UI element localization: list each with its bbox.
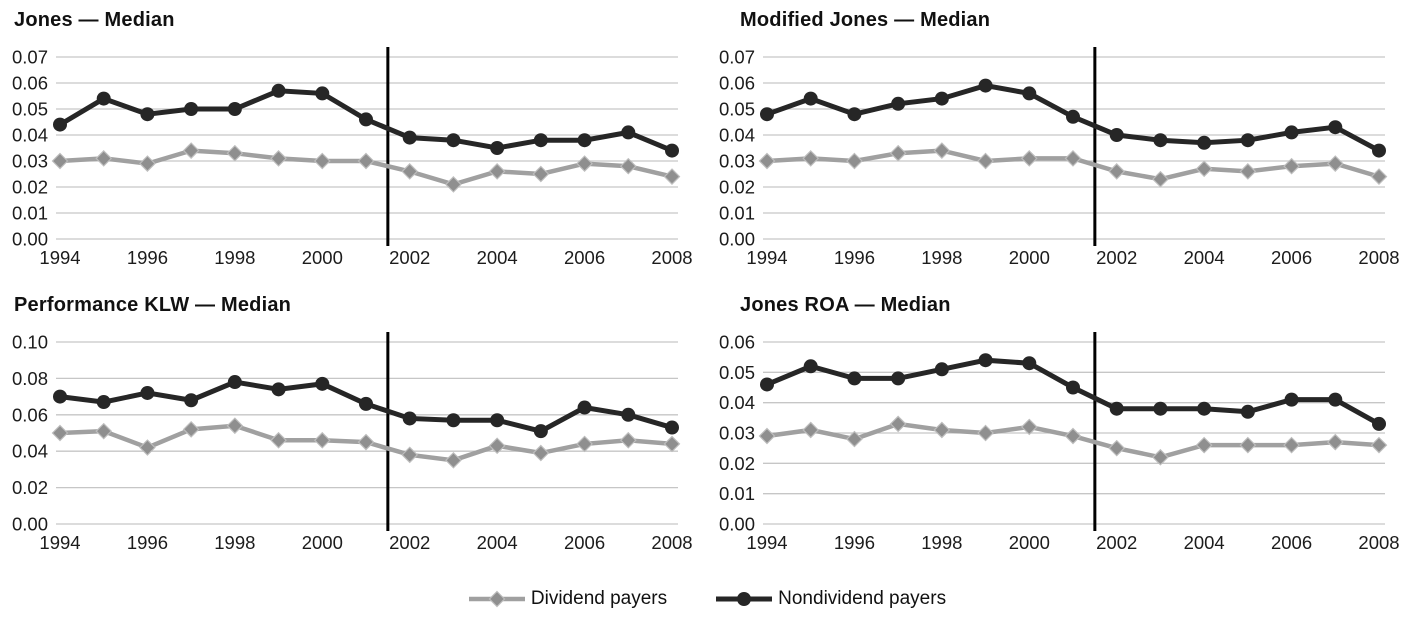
chart-legend: Dividend payers Nondividend payers <box>0 570 1414 627</box>
svg-text:2006: 2006 <box>1271 532 1312 553</box>
svg-text:2006: 2006 <box>1271 247 1312 268</box>
svg-text:0.06: 0.06 <box>12 404 48 425</box>
svg-text:0.02: 0.02 <box>12 477 48 498</box>
svg-text:0.05: 0.05 <box>719 99 755 120</box>
modified-jones-median-chart: 0.00 0.01 0.02 0.03 0.04 0.05 0.06 0.07 1994 1996… <box>719 47 1400 269</box>
legend-label-dividend-payers: Dividend payers <box>530 587 668 609</box>
svg-text:2004: 2004 <box>477 532 518 553</box>
svg-text:0.10: 0.10 <box>12 332 48 353</box>
svg-text:2000: 2000 <box>1009 247 1050 268</box>
svg-text:0.08: 0.08 <box>12 368 48 389</box>
svg-text:1998: 1998 <box>214 247 255 268</box>
svg-text:2002: 2002 <box>389 532 430 553</box>
svg-text:0.04: 0.04 <box>12 125 48 146</box>
svg-text:0.03: 0.03 <box>12 151 48 172</box>
svg-text:0.00: 0.00 <box>719 514 755 535</box>
svg-text:2008: 2008 <box>1358 247 1399 268</box>
svg-text:2000: 2000 <box>1009 532 1050 553</box>
chart-title-modified-jones: Modified Jones — Median <box>740 9 991 31</box>
svg-text:0.02: 0.02 <box>719 177 755 198</box>
svg-text:0.04: 0.04 <box>719 125 755 146</box>
svg-text:2002: 2002 <box>1096 532 1137 553</box>
nondividend-payers-line-circle-icon <box>716 591 773 606</box>
svg-text:2002: 2002 <box>389 247 430 268</box>
svg-text:1996: 1996 <box>834 247 875 268</box>
svg-text:0.03: 0.03 <box>719 151 755 172</box>
svg-text:1994: 1994 <box>39 247 80 268</box>
svg-text:2008: 2008 <box>651 532 692 553</box>
chart-panel-modified-jones: Modified Jones — Median 0.00 0.01 0.02 0.03… <box>707 0 1414 285</box>
svg-text:0.00: 0.00 <box>12 514 48 535</box>
svg-text:2000: 2000 <box>302 532 343 553</box>
svg-text:0.05: 0.05 <box>12 99 48 120</box>
svg-text:0.02: 0.02 <box>12 177 48 198</box>
svg-text:1998: 1998 <box>214 532 255 553</box>
jones-roa-median-chart: 0.00 0.01 0.02 0.03 0.04 0.05 0.06 1994 1996 1998… <box>719 332 1400 554</box>
svg-text:0.06: 0.06 <box>12 73 48 94</box>
svg-text:0.00: 0.00 <box>719 229 755 250</box>
jones-median-chart: 0.00 0.01 0.02 0.03 0.04 0.05 0.06 0.07 1994 1996… <box>12 47 693 269</box>
svg-text:0.03: 0.03 <box>719 423 755 444</box>
svg-text:2004: 2004 <box>1184 247 1225 268</box>
svg-text:0.04: 0.04 <box>719 392 755 413</box>
svg-text:2000: 2000 <box>302 247 343 268</box>
svg-text:1998: 1998 <box>921 532 962 553</box>
chart-panel-jones-roa: Jones ROA — Median 0.00 0.01 0.02 0.03 0.04 0… <box>707 285 1414 570</box>
svg-text:0.00: 0.00 <box>12 229 48 250</box>
chart-title-jones: Jones — Median <box>14 9 175 31</box>
performance-klw-median-chart: 0.00 0.02 0.04 0.06 0.08 0.10 1994 1996 1998 2000… <box>12 332 693 554</box>
svg-text:1994: 1994 <box>39 532 80 553</box>
dividend-payers-line-diamond-icon <box>468 590 525 607</box>
svg-text:1996: 1996 <box>127 532 168 553</box>
charts-grid: Jones — Median 0.00 0.01 0.02 0.03 0.04 0.05 0… <box>0 0 1414 570</box>
chart-panel-jones: Jones — Median 0.00 0.01 0.02 0.03 0.04 0.05 0… <box>0 0 707 285</box>
svg-text:0.07: 0.07 <box>719 47 755 68</box>
svg-text:2008: 2008 <box>1358 532 1399 553</box>
svg-text:2006: 2006 <box>564 247 605 268</box>
legend-label-nondividend-payers: Nondividend payers <box>778 587 947 609</box>
svg-text:2004: 2004 <box>1184 532 1225 553</box>
svg-text:0.01: 0.01 <box>719 203 755 224</box>
svg-text:0.04: 0.04 <box>12 441 48 462</box>
svg-text:1996: 1996 <box>834 532 875 553</box>
svg-text:0.01: 0.01 <box>12 203 48 224</box>
legend-item-dividend-payers: Dividend payers <box>468 588 667 610</box>
svg-text:1998: 1998 <box>921 247 962 268</box>
svg-text:2004: 2004 <box>477 247 518 268</box>
svg-text:0.01: 0.01 <box>719 483 755 504</box>
chart-title-jones-roa: Jones ROA — Median <box>740 294 951 316</box>
svg-text:1994: 1994 <box>746 247 787 268</box>
svg-text:0.02: 0.02 <box>719 453 755 474</box>
svg-text:2008: 2008 <box>651 247 692 268</box>
svg-text:2006: 2006 <box>564 532 605 553</box>
chart-title-performance-klw: Performance KLW — Median <box>14 294 292 316</box>
svg-text:0.07: 0.07 <box>12 47 48 68</box>
svg-text:2002: 2002 <box>1096 247 1137 268</box>
svg-text:0.06: 0.06 <box>719 73 755 94</box>
legend-item-nondividend-payers: Nondividend payers <box>715 588 946 610</box>
svg-text:1994: 1994 <box>746 532 787 553</box>
svg-text:0.05: 0.05 <box>719 362 755 383</box>
svg-text:1996: 1996 <box>127 247 168 268</box>
svg-text:0.06: 0.06 <box>719 332 755 353</box>
chart-panel-performance-klw: Performance KLW — Median 0.00 0.02 0.04 0.0… <box>0 285 707 570</box>
